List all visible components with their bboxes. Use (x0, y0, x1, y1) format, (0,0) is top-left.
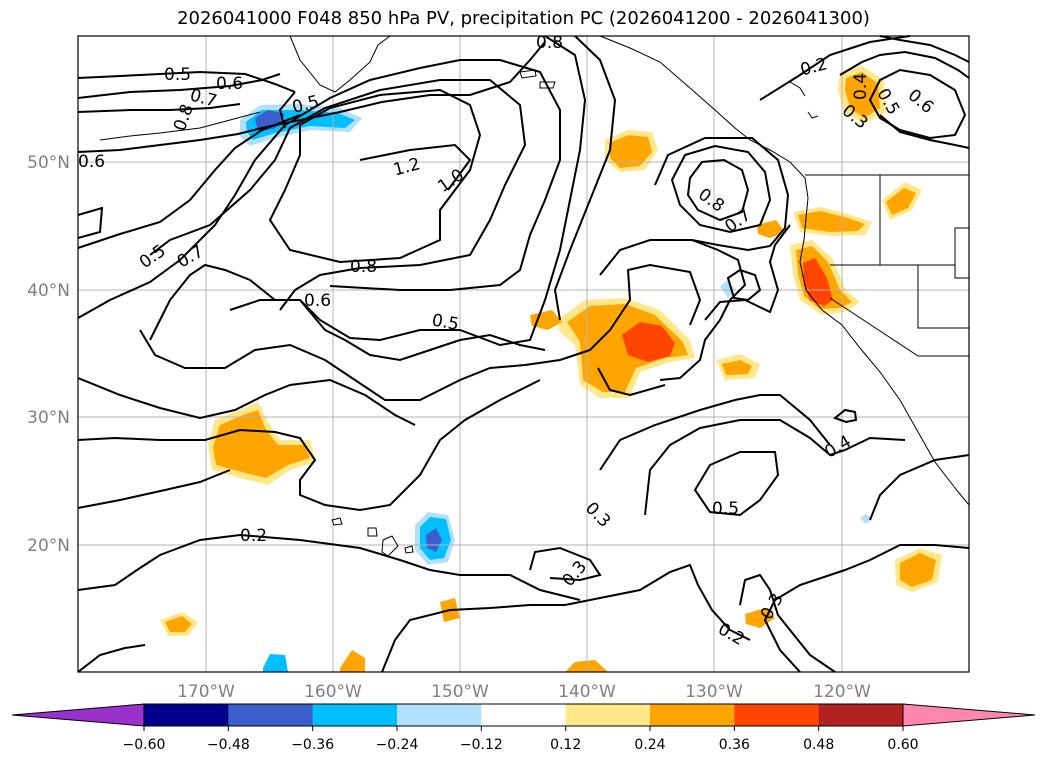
lon-label: 140°W (558, 682, 616, 702)
map-background (78, 36, 969, 672)
colorbar-outline (143, 703, 904, 727)
colorbar-segment (228, 704, 314, 726)
colorbar-tick-label: −0.24 (376, 737, 419, 753)
colorbar-segment (650, 704, 735, 726)
lon-label: 160°W (304, 682, 362, 702)
contour-label: 0.6 (78, 152, 105, 172)
colorbar-tick-label: 0.36 (719, 737, 750, 753)
colorbar-tick-label: −0.60 (123, 737, 166, 753)
lon-label: 120°W (813, 682, 871, 702)
colorbar-segment (397, 704, 482, 726)
coastlines (99, 35, 970, 557)
lat-label: 50°N (27, 153, 70, 173)
contour-label: 0.5 (430, 311, 460, 335)
colorbar-tick-label: −0.12 (460, 737, 503, 753)
colorbar-segment (818, 704, 904, 726)
contour-label: 0.6 (304, 291, 331, 311)
precip-positive-areas (160, 66, 942, 672)
contour-label: 0.2 (240, 526, 267, 546)
colorbar-segment (312, 704, 398, 726)
contour-label: 0.4 (851, 73, 871, 100)
colorbar-extend-min (11, 703, 145, 727)
colorbar-segment (481, 704, 567, 726)
gridlines (78, 36, 969, 672)
colorbar-segment (144, 704, 229, 726)
map-border (77, 35, 970, 673)
lat-label: 40°N (27, 281, 70, 301)
colorbar-tick-label: 0.24 (634, 737, 665, 753)
colorbar: −0.60 −0.48 −0.36 −0.24 −0.12 0.12 0.24 0.36 0.4… (11, 703, 1036, 753)
colorbar-tick-label: 0.60 (887, 737, 918, 753)
colorbar-tick-label: 0.12 (550, 737, 581, 753)
lat-label: 30°N (27, 408, 70, 428)
colorbar-tick-label: 0.48 (803, 737, 834, 753)
contour-label: 0.8 (350, 257, 377, 277)
colorbar-segment (565, 704, 651, 726)
lon-label: 170°W (177, 682, 235, 702)
contour-label: 0.8 (536, 33, 563, 53)
figure-title: 2026041000 F048 850 hPa PV, precipitatio… (177, 8, 870, 29)
lon-label: 150°W (431, 682, 489, 702)
lon-label: 130°W (685, 682, 743, 702)
lat-axis: 50°N 40°N 30°N 20°N (27, 153, 70, 556)
colorbar-tick-label: −0.36 (291, 737, 334, 753)
pv-contours (77, 35, 970, 673)
lat-label: 20°N (27, 536, 70, 556)
contour-label: 0.5 (164, 65, 191, 85)
colorbar-segment (734, 704, 820, 726)
lon-axis: 170°W 160°W 150°W 140°W 130°W 120°W (177, 682, 871, 702)
contour-label: 0.5 (712, 499, 739, 519)
colorbar-tick-label: −0.48 (207, 737, 250, 753)
colorbar-extend-max (902, 703, 1036, 727)
contour-label: 0.6 (216, 74, 243, 94)
